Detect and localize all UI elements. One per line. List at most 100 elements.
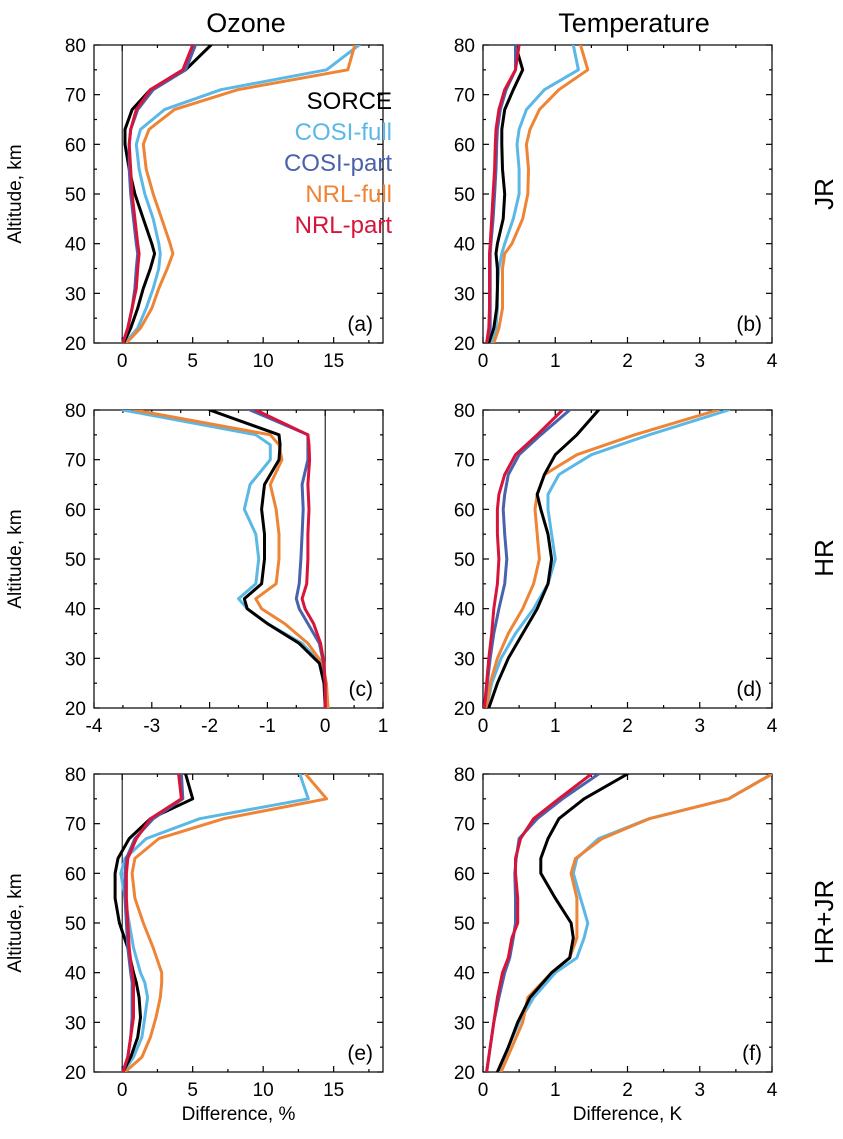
x-tick-label: 10 bbox=[253, 1080, 274, 1101]
y-tick-label: 50 bbox=[454, 185, 475, 206]
y-tick-label: 30 bbox=[454, 1013, 475, 1034]
panel-label: (f) bbox=[742, 1042, 762, 1065]
y-tick-label: 20 bbox=[454, 699, 475, 720]
panel-b: 20 30 40 50 60 70 80 0 1 2 3 4(b) bbox=[454, 36, 778, 372]
series-line-nrl-part bbox=[254, 410, 327, 708]
y-tick-label: 40 bbox=[65, 235, 86, 256]
series-line-nrl-full bbox=[499, 774, 772, 1072]
x-tick-label: 0 bbox=[478, 1080, 489, 1101]
y-tick-label: 20 bbox=[454, 1063, 475, 1084]
y-tick-label: 80 bbox=[65, 36, 86, 57]
x-tick-label: -4 bbox=[86, 716, 103, 737]
y-tick-label: 20 bbox=[65, 699, 86, 720]
series-line-nrl-part bbox=[485, 774, 593, 1072]
y-tick-label: 60 bbox=[454, 864, 475, 885]
y-tick-label: 70 bbox=[454, 815, 475, 836]
series-line-sorce bbox=[122, 45, 213, 343]
x-tick-label: 3 bbox=[694, 716, 705, 737]
y-tick-label: 40 bbox=[454, 964, 475, 985]
y-tick-label: 40 bbox=[65, 964, 86, 985]
x-tick-label: 1 bbox=[550, 351, 561, 372]
x-tick-label: 15 bbox=[323, 1080, 344, 1101]
panel-d: 20 30 40 50 60 70 80 0 1 2 3 4(d) bbox=[454, 401, 778, 737]
x-tick-label: 0 bbox=[117, 351, 128, 372]
x-tick-label: 0 bbox=[117, 1080, 128, 1101]
x-tick-label: 2 bbox=[622, 1080, 633, 1101]
panel-label: (d) bbox=[736, 678, 762, 701]
y-axis-title: Altitude, km bbox=[5, 873, 26, 972]
x-tick-label: 2 bbox=[622, 716, 633, 737]
legend-entry-nrl-part: NRL-part bbox=[295, 212, 393, 239]
series-line-cosi-part bbox=[483, 410, 572, 708]
y-tick-label: 40 bbox=[454, 235, 475, 256]
x-tick-label: -3 bbox=[143, 716, 160, 737]
panel-e: 20 30 40 50 60 70 80 0 5 10 15 Altitude, km Differen… bbox=[5, 765, 384, 1125]
x-tick-label: 5 bbox=[187, 351, 198, 372]
series-group bbox=[483, 410, 731, 708]
panel-label: (b) bbox=[736, 313, 762, 336]
y-tick-label: 20 bbox=[454, 334, 475, 355]
y-tick-label: 30 bbox=[65, 649, 86, 670]
y-tick-label: 40 bbox=[65, 600, 86, 621]
series-line-cosi-full bbox=[485, 410, 731, 708]
series-line-cosi-full bbox=[123, 45, 361, 343]
x-tick-label: 1 bbox=[550, 1080, 561, 1101]
y-tick-label: 80 bbox=[65, 765, 86, 786]
y-tick-label: 50 bbox=[454, 914, 475, 935]
x-axis-title: Difference, % bbox=[182, 1104, 296, 1125]
series-line-sorce bbox=[495, 774, 629, 1072]
legend: SORCE COSI-full COSI-part NRL-full NRL-p… bbox=[284, 88, 392, 239]
x-tick-label: 5 bbox=[187, 1080, 198, 1101]
y-tick-label: 70 bbox=[454, 86, 475, 107]
series-group bbox=[485, 45, 590, 343]
y-tick-label: 70 bbox=[454, 451, 475, 472]
y-tick-label: 70 bbox=[65, 451, 86, 472]
series-line-nrl-full bbox=[492, 45, 590, 343]
y-tick-label: 30 bbox=[454, 649, 475, 670]
series-group bbox=[485, 774, 772, 1072]
x-tick-label: -1 bbox=[259, 716, 276, 737]
series-line-nrl-part bbox=[483, 410, 564, 708]
y-tick-label: 60 bbox=[454, 135, 475, 156]
series-line-nrl-full bbox=[485, 410, 720, 708]
y-tick-label: 70 bbox=[65, 815, 86, 836]
column-title-ozone: Ozone bbox=[206, 8, 286, 38]
series-line-cosi-full bbox=[119, 774, 310, 1072]
y-tick-label: 80 bbox=[454, 765, 475, 786]
panel-label: (a) bbox=[347, 313, 373, 336]
x-tick-label: 1 bbox=[550, 716, 561, 737]
y-tick-label: 20 bbox=[65, 334, 86, 355]
y-axis-title: Altitude, km bbox=[5, 144, 26, 243]
row-label-hr: HR bbox=[809, 539, 839, 577]
x-tick-label: -2 bbox=[201, 716, 218, 737]
y-axis-title: Altitude, km bbox=[5, 509, 26, 608]
legend-entry-nrl-full: NRL-full bbox=[305, 181, 392, 208]
x-tick-label: 4 bbox=[767, 1080, 778, 1101]
x-tick-label: 4 bbox=[767, 716, 778, 737]
y-tick-label: 40 bbox=[454, 600, 475, 621]
x-tick-label: 2 bbox=[622, 351, 633, 372]
y-tick-label: 80 bbox=[454, 36, 475, 57]
legend-entry-sorce: SORCE bbox=[307, 88, 392, 115]
legend-entry-cosi-full: COSI-full bbox=[295, 119, 392, 146]
x-tick-label: 4 bbox=[767, 351, 778, 372]
x-tick-label: 0 bbox=[478, 716, 489, 737]
y-tick-label: 60 bbox=[65, 135, 86, 156]
series-line-nrl-full bbox=[124, 45, 357, 343]
series-line-sorce bbox=[487, 45, 525, 343]
panel-label: (e) bbox=[347, 1042, 373, 1065]
series-line-nrl-part bbox=[121, 45, 195, 343]
y-tick-label: 60 bbox=[65, 864, 86, 885]
y-tick-label: 30 bbox=[65, 284, 86, 305]
series-group bbox=[121, 410, 330, 708]
y-tick-label: 80 bbox=[65, 401, 86, 422]
series-line-nrl-full bbox=[123, 774, 329, 1072]
column-title-temperature: Temperature bbox=[558, 8, 710, 38]
x-tick-label: 1 bbox=[378, 716, 389, 737]
x-tick-label: 15 bbox=[323, 351, 344, 372]
x-tick-label: 3 bbox=[694, 1080, 705, 1101]
panel-a: 20 30 40 50 60 70 80 0 5 10 15 Altitude, km (a) bbox=[5, 36, 384, 372]
